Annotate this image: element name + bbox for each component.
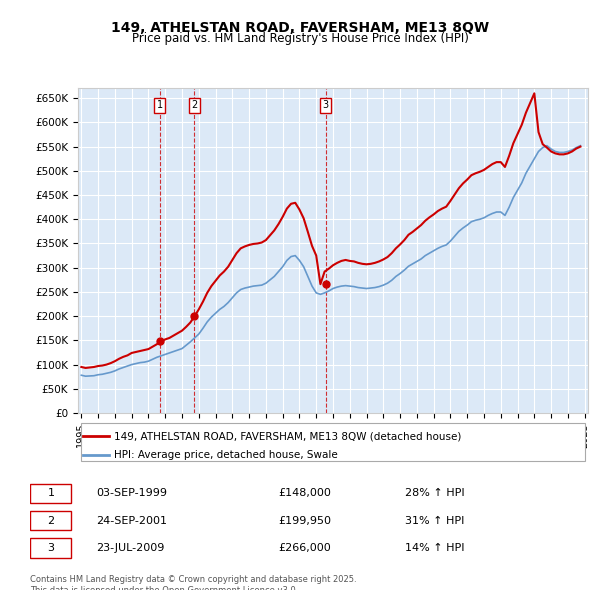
Text: £199,950: £199,950 [278, 516, 331, 526]
Text: 149, ATHELSTAN ROAD, FAVERSHAM, ME13 8QW (detached house): 149, ATHELSTAN ROAD, FAVERSHAM, ME13 8QW… [114, 431, 461, 441]
Text: 3: 3 [47, 543, 55, 553]
Text: £148,000: £148,000 [278, 489, 331, 499]
Text: 2: 2 [47, 516, 55, 526]
FancyBboxPatch shape [30, 484, 71, 503]
Text: Contains HM Land Registry data © Crown copyright and database right 2025.
This d: Contains HM Land Registry data © Crown c… [30, 575, 356, 590]
Text: HPI: Average price, detached house, Swale: HPI: Average price, detached house, Swal… [114, 450, 337, 460]
FancyBboxPatch shape [30, 538, 71, 558]
Text: Price paid vs. HM Land Registry's House Price Index (HPI): Price paid vs. HM Land Registry's House … [131, 32, 469, 45]
Text: 1: 1 [47, 489, 55, 499]
Text: £266,000: £266,000 [278, 543, 331, 553]
Text: 14% ↑ HPI: 14% ↑ HPI [406, 543, 465, 553]
Text: 1: 1 [157, 100, 163, 110]
Text: 24-SEP-2001: 24-SEP-2001 [96, 516, 167, 526]
Text: 23-JUL-2009: 23-JUL-2009 [96, 543, 164, 553]
Text: 149, ATHELSTAN ROAD, FAVERSHAM, ME13 8QW: 149, ATHELSTAN ROAD, FAVERSHAM, ME13 8QW [111, 21, 489, 35]
FancyBboxPatch shape [80, 423, 586, 461]
FancyBboxPatch shape [30, 511, 71, 530]
Text: 28% ↑ HPI: 28% ↑ HPI [406, 489, 465, 499]
Text: 03-SEP-1999: 03-SEP-1999 [96, 489, 167, 499]
Text: 31% ↑ HPI: 31% ↑ HPI [406, 516, 465, 526]
Text: 3: 3 [323, 100, 329, 110]
Text: 2: 2 [191, 100, 197, 110]
